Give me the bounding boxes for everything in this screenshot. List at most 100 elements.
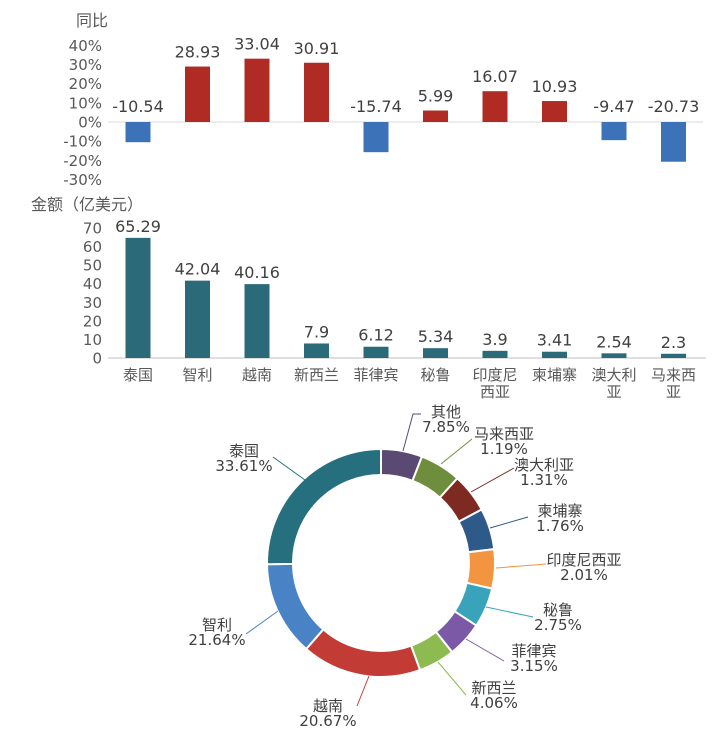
amount-ytick: 50 <box>83 257 102 275</box>
donut-pct-智利: 21.64% <box>188 631 245 649</box>
yoy-bar-越南 <box>244 58 270 122</box>
yoy-bar-菲律宾 <box>363 122 389 153</box>
yoy-value-label: -9.47 <box>593 97 634 116</box>
donut-label-其他: 其他 <box>431 403 461 421</box>
yoy-value-label: -15.74 <box>350 97 402 116</box>
yoy-chart-title: 同比 <box>76 11 109 30</box>
amount-ytick: 70 <box>83 220 102 238</box>
donut-slice-越南 <box>304 627 422 678</box>
yoy-value-label: 33.04 <box>234 35 280 54</box>
donut-leader-越南 <box>356 675 370 707</box>
yoy-value-label: 30.91 <box>294 39 340 58</box>
donut-label-秘鲁: 秘鲁 <box>543 601 573 619</box>
donut-slice-印度尼西亚 <box>465 547 497 590</box>
amount-bar-澳大利亚 <box>601 353 627 358</box>
yoy-bar-澳大利亚 <box>601 122 627 141</box>
yoy-value-label: -10.54 <box>112 97 164 116</box>
donut-leader-马来西亚 <box>440 438 473 465</box>
donut-pct-越南: 20.67% <box>299 712 356 730</box>
donut-leader-智利 <box>245 610 279 635</box>
yoy-bar-马来西亚 <box>661 122 686 162</box>
amount-value-label: 42.04 <box>175 260 221 279</box>
amount-category-label: 新西兰 <box>294 366 339 384</box>
amount-ytick: 30 <box>83 294 102 312</box>
yoy-ytick: 40% <box>69 37 102 55</box>
donut-leader-菲律宾 <box>465 638 505 662</box>
yoy-ytick: -10% <box>63 133 102 151</box>
donut-leader-秘鲁 <box>485 606 534 618</box>
donut-label-新西兰: 新西兰 <box>471 679 516 697</box>
amount-value-label: 3.9 <box>482 330 507 349</box>
amount-category-label: 西亚 <box>480 383 510 401</box>
amount-value-label: 6.12 <box>358 326 394 345</box>
amount-value-label: 65.29 <box>115 217 161 236</box>
amount-bar-柬埔寨 <box>542 351 567 358</box>
amount-value-label: 3.41 <box>537 331 573 350</box>
yoy-bar-柬埔寨 <box>542 101 567 122</box>
amount-category-label: 澳大利 <box>591 366 636 384</box>
amount-category-label: 亚 <box>666 383 681 401</box>
donut-leader-泰国 <box>272 456 306 481</box>
donut-pct-澳大利亚: 1.31% <box>520 471 568 489</box>
donut-pct-新西兰: 4.06% <box>470 694 518 712</box>
amount-ytick: 10 <box>83 331 102 349</box>
amount-ytick: 0 <box>92 350 102 368</box>
amount-category-label: 秘鲁 <box>420 366 450 384</box>
donut-label-泰国: 泰国 <box>229 442 259 460</box>
amount-category-label: 亚 <box>606 383 621 401</box>
donut-pct-马来西亚: 1.19% <box>480 440 528 458</box>
yoy-value-label: 16.07 <box>472 67 518 86</box>
amount-category-label: 柬埔寨 <box>532 366 577 384</box>
amount-value-label: 2.3 <box>661 333 686 352</box>
yoy-value-label: 5.99 <box>418 87 454 106</box>
amount-ytick: 60 <box>83 238 102 256</box>
amount-ytick: 40 <box>83 275 102 293</box>
yoy-bar-智利 <box>185 66 210 122</box>
donut-label-菲律宾: 菲律宾 <box>511 642 556 660</box>
amount-category-label: 泰国 <box>123 366 153 384</box>
donut-pct-其他: 7.85% <box>422 418 470 436</box>
yoy-bar-秘鲁 <box>423 110 448 122</box>
yoy-bar-泰国 <box>125 122 151 143</box>
amount-value-label: 5.34 <box>418 327 454 346</box>
amount-category-label: 印度尼 <box>472 366 517 384</box>
amount-bar-马来西亚 <box>661 353 686 358</box>
donut-pct-印度尼西亚: 2.01% <box>560 566 608 584</box>
yoy-ytick: -20% <box>63 152 102 170</box>
yoy-value-label: 10.93 <box>532 77 578 96</box>
amount-category-label: 越南 <box>242 366 272 384</box>
donut-slice-智利 <box>265 562 325 651</box>
donut-leader-澳大利亚 <box>470 467 515 493</box>
yoy-ytick: 10% <box>69 94 102 112</box>
yoy-bar-印度尼西亚 <box>482 91 508 122</box>
donut-leader-柬埔寨 <box>489 516 529 529</box>
amount-bar-菲律宾 <box>363 346 389 358</box>
yoy-ytick: 0% <box>78 114 102 132</box>
donut-label-智利: 智利 <box>202 616 232 634</box>
donut-pct-秘鲁: 2.75% <box>534 616 582 634</box>
donut-label-马来西亚: 马来西亚 <box>474 425 534 443</box>
amount-bar-印度尼西亚 <box>482 350 508 358</box>
yoy-bar-新西兰 <box>304 62 329 122</box>
amount-bar-越南 <box>244 284 270 358</box>
donut-leader-新西兰 <box>437 661 467 696</box>
yoy-value-label: 28.93 <box>175 43 221 62</box>
donut-pct-菲律宾: 3.15% <box>510 657 558 675</box>
amount-category-label: 菲律宾 <box>353 366 398 384</box>
amount-ytick: 20 <box>83 312 102 330</box>
amount-category-label: 马来西 <box>651 366 696 384</box>
yoy-ytick: 20% <box>69 75 102 93</box>
donut-leader-其他 <box>402 413 421 452</box>
donut-pct-泰国: 33.61% <box>215 457 272 475</box>
donut-label-柬埔寨: 柬埔寨 <box>537 502 582 520</box>
amount-bar-泰国 <box>125 237 151 358</box>
amount-bar-秘鲁 <box>423 348 448 358</box>
yoy-value-label: -20.73 <box>648 97 700 116</box>
donut-label-印度尼西亚: 印度尼西亚 <box>546 551 621 569</box>
amount-bar-智利 <box>185 280 210 358</box>
amount-value-label: 40.16 <box>234 263 280 282</box>
amount-category-label: 智利 <box>182 366 212 384</box>
donut-slice-泰国 <box>265 447 382 566</box>
